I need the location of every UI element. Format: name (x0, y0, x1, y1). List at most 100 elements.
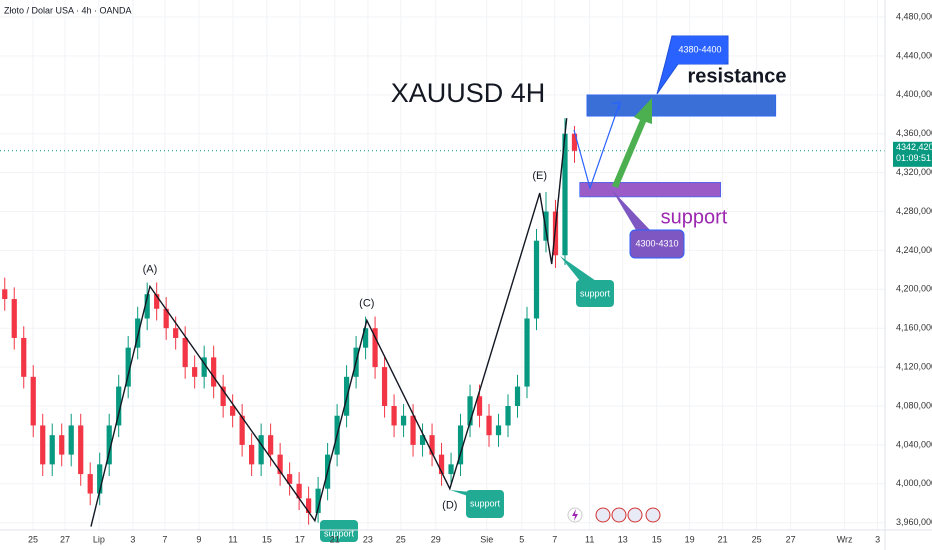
x-tick-label: 13 (618, 534, 628, 544)
y-tick-label: 4,440,000 (896, 50, 932, 60)
candle-body (438, 454, 445, 475)
callout-text: support (580, 288, 611, 298)
candles (2, 118, 578, 525)
candle-body (296, 483, 302, 499)
callout: 4380-4400 (656, 35, 729, 95)
candle-body (391, 406, 397, 426)
candle-body (173, 328, 179, 338)
y-tick-label: 3,960,000 (896, 517, 932, 527)
candle-body (163, 308, 169, 329)
x-tick-label: Wrz (837, 534, 853, 544)
candle-body (106, 425, 112, 465)
candle-body (419, 435, 426, 445)
candle-body (201, 357, 207, 377)
callout: support (560, 256, 614, 307)
candle-body (258, 435, 264, 465)
waves: (A) (C) (D) (E) (90, 118, 568, 527)
x-tick-label: 9 (196, 534, 201, 544)
candle-body (467, 396, 473, 426)
chart-title: XAUUSD 4H (391, 78, 546, 108)
x-tick-label: 27 (786, 534, 796, 544)
last-price-tag (893, 141, 932, 167)
wave-line (90, 118, 568, 527)
x-tick-label: 19 (685, 534, 695, 544)
candle-body (49, 435, 55, 465)
candle-body (239, 415, 245, 445)
candle-body (514, 386, 521, 407)
y-tick-label: 4,080,000 (896, 400, 932, 410)
symbol-info: Złoto / Dolar USA · 4h · OANDA (4, 5, 132, 15)
y-tick-label: 4,360,000 (896, 128, 932, 138)
candle-body (571, 133, 578, 151)
candle-body (68, 425, 74, 455)
x-tick-label: 3 (130, 534, 135, 544)
x-tick-label: 21 (330, 534, 340, 544)
candle-body (220, 386, 226, 407)
zone (586, 94, 777, 117)
x-tick-label: 17 (295, 534, 305, 544)
candle-body (59, 435, 65, 455)
x-tick-label: 25 (396, 534, 406, 544)
candle-body (154, 294, 160, 309)
zone-label: resistance (688, 65, 787, 87)
candle-body (429, 435, 435, 455)
y-tick-label: 4,480,000 (896, 11, 932, 21)
callout-text: support (324, 528, 355, 538)
y-tick-label: 4,280,000 (896, 206, 932, 216)
wave-label: (D) (442, 500, 457, 512)
candle-body (305, 498, 312, 513)
candle-body (287, 474, 293, 484)
axes: 4,480,000 4,440,000 4,400,000 4,360,000 4,32… (28, 11, 932, 544)
callout-text: 4380-4400 (678, 44, 721, 54)
y-tick-label: 4,200,000 (896, 284, 932, 294)
candle-body (125, 347, 131, 387)
candle-body (486, 415, 492, 436)
last-price-label: 4342,420 (896, 142, 932, 152)
green-arrow (612, 98, 652, 188)
candle-body (505, 406, 511, 426)
candle-body (21, 337, 27, 377)
candle-body (400, 415, 407, 426)
candle-body (116, 386, 122, 426)
callout-text: support (470, 498, 501, 508)
callout: support (450, 490, 504, 518)
projection-path (573, 101, 621, 191)
y-tick-label: 4,160,000 (896, 323, 932, 333)
candle-body (476, 396, 483, 416)
zone (579, 182, 722, 198)
x-tick-label: 29 (431, 534, 441, 544)
candle-body (87, 474, 93, 494)
candle-body (495, 425, 502, 436)
candle-body (381, 367, 388, 407)
candle-body (315, 488, 321, 513)
x-tick-label: 11 (228, 534, 237, 544)
candle-body (192, 367, 198, 377)
candle-body (40, 425, 46, 465)
wave-label: (A) (143, 263, 158, 275)
x-tick-label: 21 (718, 534, 728, 544)
x-tick-label: 23 (363, 534, 373, 544)
candle-body (249, 444, 255, 465)
candle-body (562, 133, 568, 256)
x-tick-label: 3 (875, 534, 880, 544)
x-tick-label: 7 (552, 534, 557, 544)
wave-label: (E) (532, 170, 547, 182)
candle-body (457, 425, 464, 465)
y-tick-label: 4,400,000 (896, 89, 932, 99)
projection-arrowhead (611, 101, 621, 111)
zones (579, 94, 777, 198)
candle-body (135, 318, 141, 348)
y-tick-label: 4,000,000 (896, 478, 932, 488)
countdown: 01:09:51 (896, 153, 931, 163)
x-tick-label: Lip (93, 534, 105, 544)
candle-body (277, 454, 283, 475)
x-tick-label: 7 (162, 534, 167, 544)
x-tick-label: 5 (519, 534, 524, 544)
candle-body (97, 464, 103, 494)
x-tick-label: 15 (652, 534, 662, 544)
x-tick-label: 25 (28, 534, 38, 544)
candle-body (410, 415, 416, 445)
y-tick-label: 4,320,000 (896, 167, 932, 177)
